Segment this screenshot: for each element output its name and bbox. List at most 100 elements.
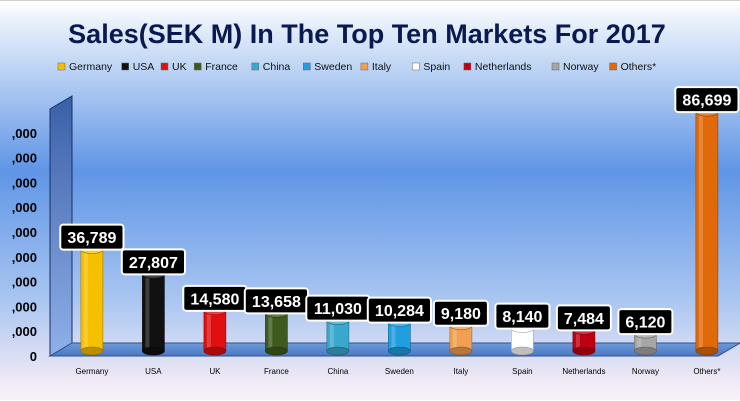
data-label: 86,699 [674,86,740,114]
x-axis: Germany USA UK France China Sweden Italy Spain N… [75,367,720,376]
data-label: 36,789 [59,223,125,251]
legend-label: China [263,61,291,73]
legend-label: Germany [69,61,113,73]
legend-label: USA [133,61,155,73]
bars [80,107,719,356]
chart-title: Sales(SEK M) In The Top Ten Markets For … [68,19,666,49]
data-labels: 36,789 27,807 14,580 13,658 11,030 10,284 9,18… [59,86,740,336]
bar-base [265,346,288,356]
legend-swatch [57,62,66,71]
legend-item: France [193,61,238,73]
data-label-text: 11,030 [314,301,362,318]
bar-base [326,346,350,356]
bar [142,270,165,356]
bar [265,309,288,356]
legend-swatch [463,62,472,71]
bar-highlight [145,274,150,351]
data-label-box [494,302,551,330]
bar-highlight [698,112,703,351]
bar-highlight [391,322,396,351]
data-label-box [432,299,489,327]
legend-label: Spain [423,61,450,73]
data-label-text: 6,120 [625,315,665,332]
data-label-text: 7,484 [564,311,604,328]
y-tick-label: 0 [30,349,37,364]
legend-label: UK [172,61,187,73]
x-tick-label: Netherlands [562,367,605,376]
legend-item: Germany [57,61,113,73]
y-tick-label: ,000 [12,250,37,265]
x-tick-label: Spain [512,367,532,376]
data-label-text: 86,699 [682,93,731,110]
data-label-text: 14,580 [190,291,239,308]
x-tick-label: China [327,367,348,376]
bar [388,318,411,356]
bar-base [634,346,657,356]
legend-item: Others* [609,61,657,73]
data-label: 14,580 [182,284,248,312]
data-label-box [555,304,612,332]
data-label-text: 10,284 [375,303,424,320]
bar [326,316,350,356]
bar [80,245,104,356]
data-label-box [617,308,674,336]
legend-swatch [160,62,169,71]
bar-base [203,346,227,356]
x-tick-label: Others* [693,367,720,376]
legend-swatch [551,62,560,71]
bar-base [572,346,596,356]
bar-highlight [637,334,642,351]
data-label: 11,030 [305,294,371,322]
y-tick-label: ,000 [12,275,37,290]
bar-highlight [575,330,580,351]
legend-item: China [251,61,291,73]
data-label-text: 8,140 [502,309,542,326]
legend-item: Norway [551,61,599,73]
data-label-box [120,248,186,276]
legend-label: Netherlands [475,61,532,73]
data-label-box [674,86,740,114]
bar [203,306,227,356]
data-label: 6,120 [617,308,674,336]
y-tick-label: ,000 [12,175,37,190]
x-tick-label: Norway [632,367,659,376]
y-tick-label: ,000 [12,200,37,215]
bar-base [142,346,165,356]
y-tick-label: ,000 [12,324,37,339]
bar-base [388,346,411,356]
bar-base [511,346,534,356]
bar [572,326,596,356]
legend-label: Others* [621,61,657,73]
data-label-box [366,296,432,324]
bar-base [449,346,473,356]
y-tick-label: ,000 [12,151,37,166]
data-label-text: 27,807 [129,255,178,272]
legend-swatch [303,62,311,71]
bar-highlight [206,310,211,351]
x-tick-label: France [264,367,289,376]
y-tick-label: ,000 [12,225,37,240]
bar-highlight [452,325,457,351]
bar-highlight [268,313,273,351]
bar-highlight [329,320,334,351]
data-label-box [59,223,125,251]
legend-swatch [193,62,202,71]
legend-item: Spain [412,61,450,73]
data-label: 7,484 [555,304,612,332]
legend-item: Italy [360,61,392,73]
legend-swatch [609,62,617,71]
data-label-text: 13,658 [252,294,301,311]
legend-swatch [412,62,420,71]
legend-label: Sweden [314,61,352,73]
x-tick-label: Italy [454,367,469,376]
bar-highlight [514,328,519,351]
x-tick-label: USA [145,367,162,376]
bar-base [80,346,104,356]
y-axis: ,000 ,000 ,000 ,000 ,000 ,000 ,000 ,000 ,000 0 [12,126,37,364]
data-label-text: 9,180 [441,306,481,323]
x-tick-label: Germany [75,367,108,376]
data-label-text: 36,789 [67,230,116,247]
legend: Germany USA UK France China Sweden Italy Spain N… [57,61,657,73]
